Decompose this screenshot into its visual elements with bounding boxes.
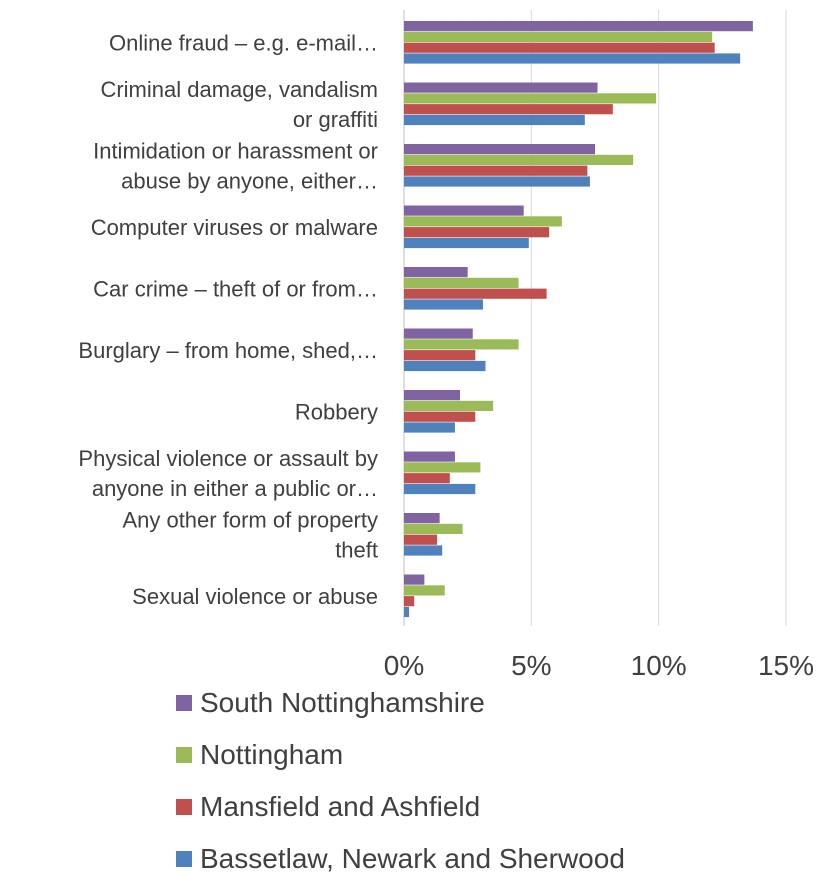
bar xyxy=(404,82,598,93)
legend-swatch xyxy=(176,747,192,763)
legend-item: Nottingham xyxy=(176,729,625,781)
bar xyxy=(404,144,595,155)
category-label: Computer viruses or malware xyxy=(91,215,378,240)
category-label: Burglary – from home, shed,… xyxy=(78,338,378,363)
bar xyxy=(404,114,585,126)
category-label: Physical violence or assault by xyxy=(78,446,378,471)
legend-swatch xyxy=(176,695,192,711)
category-label: Intimidation or harassment or xyxy=(93,138,378,163)
x-tick-label: 15% xyxy=(758,650,814,680)
category-labels: Online fraud – e.g. e-mail… Criminal dama… xyxy=(78,30,378,609)
bar xyxy=(404,400,494,411)
bar xyxy=(404,154,634,165)
bar xyxy=(404,328,473,339)
legend-item: Mansfield and Ashfield xyxy=(176,781,625,833)
bar xyxy=(404,606,410,618)
bar xyxy=(404,299,483,310)
bar xyxy=(404,42,715,53)
category-label: Sexual violence or abuse xyxy=(132,584,378,609)
category-label: Car crime – theft of or from… xyxy=(93,276,378,301)
bar xyxy=(404,176,590,187)
bar xyxy=(404,237,529,249)
bar xyxy=(404,390,461,401)
bar-chart: Online fraud – e.g. e-mail… Criminal dama… xyxy=(78,10,814,680)
bar xyxy=(404,534,438,545)
bar xyxy=(404,523,463,534)
category-label: Any other form of property xyxy=(122,507,378,532)
bar xyxy=(404,339,519,350)
bar xyxy=(404,422,455,433)
bar xyxy=(404,31,713,42)
bar xyxy=(404,360,486,372)
bar xyxy=(404,227,550,238)
legend-item: Bassetlaw, Newark and Sherwood xyxy=(176,833,625,885)
bar xyxy=(404,513,440,524)
x-tick-label: 10% xyxy=(631,650,687,680)
bar xyxy=(404,165,588,176)
x-tick-label: 5% xyxy=(511,650,551,680)
bar xyxy=(404,288,547,299)
bar xyxy=(404,585,445,596)
bar xyxy=(404,574,425,585)
legend: South Nottinghamshire Nottingham Mansfield… xyxy=(176,677,625,885)
legend-swatch xyxy=(176,799,192,815)
bar xyxy=(404,545,443,556)
bar xyxy=(404,483,476,495)
bar xyxy=(404,473,450,484)
category-label: anyone in either a public or… xyxy=(92,476,378,501)
category-label: Criminal damage, vandalism xyxy=(100,77,378,102)
bar xyxy=(404,267,468,278)
legend-label: Bassetlaw, Newark and Sherwood xyxy=(200,843,625,874)
legend-item: South Nottinghamshire xyxy=(176,677,625,729)
bar xyxy=(404,350,476,361)
bar xyxy=(404,411,476,422)
legend-label: South Nottinghamshire xyxy=(200,687,485,718)
legend-swatch xyxy=(176,851,192,867)
bar xyxy=(404,451,455,462)
x-tick-label: 0% xyxy=(384,650,424,680)
x-axis-tick-labels: 0% 5% 10% 15% xyxy=(384,650,814,680)
bar xyxy=(404,53,741,64)
category-label: or graffiti xyxy=(293,107,378,132)
legend-label: Nottingham xyxy=(200,739,344,770)
bar xyxy=(404,104,613,115)
bars xyxy=(404,21,753,618)
bar xyxy=(404,462,481,473)
category-label: theft xyxy=(335,537,378,562)
bar xyxy=(404,21,753,32)
category-label: Online fraud – e.g. e-mail… xyxy=(109,30,378,55)
legend-label: Mansfield and Ashfield xyxy=(200,791,481,822)
bar xyxy=(404,205,524,216)
category-label: Robbery xyxy=(295,399,378,424)
bar xyxy=(404,277,519,288)
bar xyxy=(404,596,415,607)
bar xyxy=(404,93,657,104)
category-label: abuse by anyone, either… xyxy=(121,168,378,193)
bar xyxy=(404,216,562,227)
